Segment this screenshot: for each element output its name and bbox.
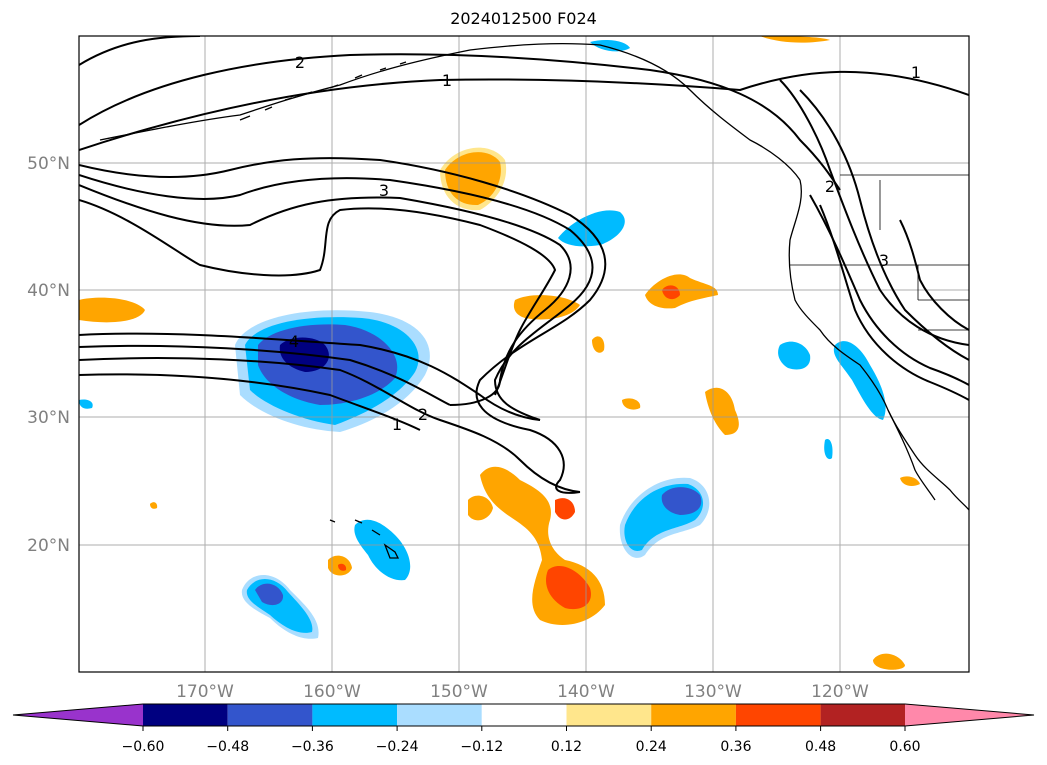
positive-anomaly-region (545, 566, 591, 610)
map-frame (78, 35, 970, 673)
colorbar-tick-label: 0.48 (805, 739, 836, 755)
positive-anomaly-region (592, 336, 605, 353)
positive-anomaly-region (79, 297, 145, 323)
contour-label: 3 (379, 181, 389, 200)
negative-anomaly-region (590, 40, 630, 52)
contour-label: 2 (418, 405, 428, 424)
colorbar-tick-label: 0.12 (551, 739, 582, 755)
contour-line (899, 219, 969, 331)
colorbar-segment (820, 704, 906, 726)
negative-anomaly-region (833, 341, 886, 420)
positive-anomaly-region (873, 653, 905, 670)
lat-label: 50°N (27, 154, 70, 174)
contour-line (79, 157, 607, 494)
colorbar-tick-label: −0.12 (460, 739, 503, 755)
colorbar-tick-label: 0.60 (889, 739, 920, 755)
lat-label: 30°N (27, 408, 70, 428)
contour-label: 2 (295, 53, 305, 72)
negative-anomaly-region (255, 583, 284, 606)
contour-label: 1 (911, 63, 921, 82)
lon-label: 130°W (684, 682, 742, 702)
colorbar-segment (735, 704, 821, 726)
contour-label: 1 (442, 71, 452, 90)
colorbar-tick-label: −0.36 (291, 739, 334, 755)
positive-anomaly-region (468, 495, 493, 521)
negative-anomaly-region (661, 487, 702, 515)
contour-line (79, 357, 581, 493)
contour-line (79, 199, 557, 396)
map-panel: 2 1 3 4 2 1 1 3 2 (79, 36, 969, 672)
alaska-coastline (99, 42, 801, 181)
colorbar: −0.60 −0.48 −0.36 −0.24 −0.12 0.12 0.24 … (12, 703, 1035, 755)
colorbar-segment (227, 704, 313, 726)
coastlines (99, 42, 969, 559)
colorbar-tick-label: 0.24 (636, 739, 667, 755)
contour-line (779, 79, 969, 346)
contour-line (79, 184, 572, 406)
contour-label: 2 (825, 177, 835, 196)
contour-labels: 2 1 3 4 2 1 1 3 2 (289, 53, 921, 434)
lon-label: 140°W (557, 682, 615, 702)
contour-line (79, 332, 541, 421)
lon-label: 170°W (176, 682, 234, 702)
positive-anomaly-region (555, 498, 575, 520)
contour-line (79, 53, 841, 191)
contour-label: 3 (879, 251, 889, 270)
colorbar-segment (481, 704, 567, 726)
baja-california (887, 409, 936, 501)
colorbar-segment (651, 704, 736, 726)
positive-anomaly-region (338, 563, 347, 571)
colorbar-segment (312, 704, 398, 726)
colorbar-tick-label: −0.60 (122, 739, 165, 755)
negative-anomaly-region (354, 519, 411, 581)
contour-line (79, 373, 421, 431)
positive-anomaly-region (645, 274, 718, 309)
lon-label: 160°W (303, 682, 361, 702)
colorbar-segment (143, 704, 228, 726)
hawaii-islands (329, 519, 400, 559)
positive-anomaly-region (662, 285, 680, 300)
map-title: 2024012500 F024 (450, 9, 597, 28)
lat-label: 40°N (27, 281, 70, 301)
colorbar-tick-label: −0.24 (376, 739, 419, 755)
negative-anomaly-region (824, 439, 833, 460)
contour-label: 1 (392, 415, 402, 434)
contour-line (799, 89, 969, 361)
contour-label: 4 (289, 332, 299, 351)
lat-label: 20°N (27, 536, 70, 556)
colorbar-over-arrow (905, 704, 1034, 726)
contour-line (79, 344, 451, 406)
contour-line (819, 204, 969, 401)
lon-label: 150°W (430, 682, 488, 702)
colorbar-under-arrow (13, 704, 143, 726)
colorbar-tick-label: −0.48 (206, 739, 249, 755)
positive-anomaly-region (150, 502, 158, 509)
negative-anomaly-region (558, 210, 625, 247)
colorbar-segment (397, 704, 482, 726)
colorbar-tick-label: 0.36 (720, 739, 751, 755)
positive-anomaly-region (760, 36, 830, 43)
colorbar-segment (566, 704, 652, 726)
north-america-west-coast (788, 179, 969, 511)
contour-line (79, 70, 969, 151)
latitude-labels: 50°N 40°N 30°N 20°N (27, 154, 70, 556)
positive-anomaly-region (900, 476, 920, 486)
us-state-borders (790, 174, 969, 331)
negative-anomaly-region (778, 341, 811, 370)
lon-label: 120°W (811, 682, 869, 702)
contour-lines (79, 36, 969, 494)
negative-anomaly-region (79, 399, 93, 409)
positive-anomaly-region (622, 398, 641, 410)
longitude-labels: 170°W 160°W 150°W 140°W 130°W 120°W (176, 682, 869, 702)
